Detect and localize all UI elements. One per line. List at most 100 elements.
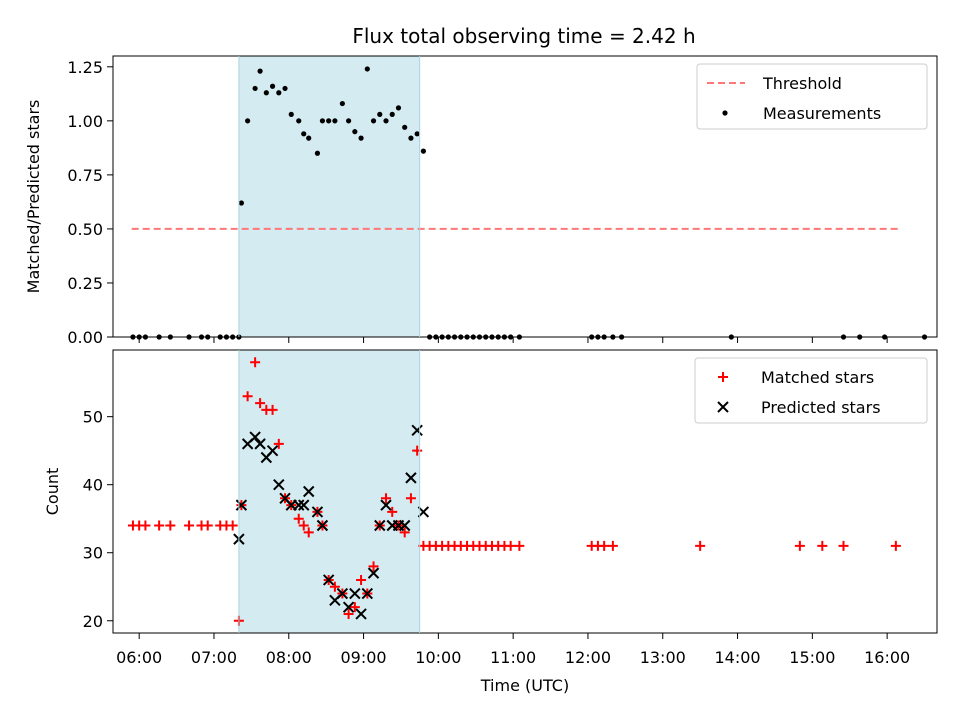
legend-x-swatch — [717, 401, 729, 413]
measurement-point — [326, 118, 332, 124]
measurement-point — [395, 105, 402, 111]
y-tick-label: 40 — [83, 476, 103, 495]
y-tick-label: 1.00 — [67, 112, 103, 131]
matched-star-point — [298, 520, 309, 531]
x-tick-label: 13:00 — [640, 648, 686, 667]
matched-star-point — [303, 527, 314, 538]
x-tick: 15:00 — [789, 633, 835, 667]
x-tick-label: 10:00 — [415, 648, 461, 667]
measurement-point — [358, 135, 364, 141]
matched-star-point — [184, 520, 195, 531]
top-panel: 0.00 0.25 0.50 0.75 1.00 1.25 Matched/Predict… — [24, 55, 938, 347]
x-tick-label: 14:00 — [714, 648, 760, 667]
predicted-star-point — [235, 499, 248, 511]
measurement-point — [370, 118, 377, 124]
measurement-point — [296, 118, 302, 124]
matched-star-point — [356, 574, 367, 585]
matched-star-point — [599, 540, 610, 551]
matched-star-point — [505, 540, 516, 551]
y-tick: 0.50 — [67, 220, 113, 239]
bottom-legend: Matched stars Predicted stars — [694, 357, 928, 424]
bottom-y-axis-label: Count — [43, 468, 62, 516]
predicted-star-point — [405, 472, 417, 484]
y-tick-label: 20 — [83, 612, 103, 631]
bottom-observing-window — [238, 350, 420, 633]
legend-frame — [694, 357, 928, 424]
measurement-point — [352, 129, 358, 135]
matched-star-point — [227, 520, 238, 531]
measurement-point — [282, 85, 288, 92]
predicted-star-point — [336, 587, 349, 600]
predicted-star-point — [380, 499, 392, 511]
measurement-point — [408, 135, 414, 141]
x-tick: 08:00 — [266, 633, 312, 667]
x-tick: 13:00 — [640, 633, 686, 667]
measurement-point — [377, 111, 383, 117]
x-tick-label: 11:00 — [490, 648, 536, 667]
matched-star-point — [381, 493, 392, 504]
measurement-point — [252, 85, 258, 92]
x-tick: 09:00 — [341, 633, 387, 667]
measurement-point — [269, 83, 276, 89]
x-tick: 10:00 — [415, 633, 461, 667]
y-tick-label: 1.25 — [67, 58, 103, 77]
bottom-y-axis: 20 30 40 50 — [83, 408, 113, 631]
x-tick-label: 08:00 — [266, 648, 312, 667]
x-tick: 06:00 — [116, 633, 162, 667]
matched-star-point — [140, 520, 151, 531]
measurement-point — [339, 100, 345, 107]
predicted-star-point — [349, 587, 361, 600]
y-tick: 30 — [83, 544, 113, 563]
predicted-star-point — [298, 499, 310, 511]
y-tick: 1.25 — [67, 58, 113, 77]
measurement-point — [314, 150, 321, 156]
y-tick: 0.75 — [67, 166, 113, 185]
predicted-star-point — [254, 438, 266, 450]
y-tick-label: 0.25 — [67, 274, 103, 293]
predicted-star-point — [249, 431, 261, 443]
measurement-point — [306, 135, 312, 141]
matched-star-point — [250, 357, 261, 368]
y-tick: 20 — [83, 612, 113, 631]
x-tick-label: 09:00 — [341, 648, 387, 667]
x-tick-label: 07:00 — [191, 648, 237, 667]
matched-star-point — [242, 391, 253, 402]
matched-star-point — [165, 520, 176, 531]
matched-star-point — [267, 404, 278, 415]
x-tick: 12:00 — [565, 633, 611, 667]
measurement-point — [402, 124, 408, 130]
matched-star-point — [695, 540, 706, 551]
y-tick: 1.00 — [67, 112, 113, 131]
bottom-x-axis: 06:00 07:00 08:00 09:00 10:00 11:00 12:00 13:00… — [116, 633, 910, 667]
measurement-point — [420, 148, 427, 154]
bottom-plot-marks — [127, 357, 901, 626]
legend-frame — [696, 63, 928, 130]
top-y-axis: 0.00 0.25 0.50 0.75 1.00 1.25 — [67, 58, 113, 347]
legend-label: Matched stars — [761, 368, 874, 387]
y-tick: 50 — [83, 408, 113, 427]
legend-plus-swatch — [718, 372, 728, 382]
predicted-star-point — [266, 444, 279, 457]
y-tick: 0.25 — [67, 274, 113, 293]
matched-star-point — [343, 608, 354, 619]
x-tick-label: 16:00 — [864, 648, 910, 667]
x-tick-label: 12:00 — [565, 648, 611, 667]
predicted-star-point — [411, 424, 423, 436]
top-y-axis-label: Matched/Predicted stars — [24, 100, 43, 294]
matched-star-point — [293, 513, 304, 524]
matched-star-point — [514, 540, 525, 551]
top-observing-window — [238, 56, 420, 337]
measurement-point — [389, 111, 395, 117]
matched-star-point — [890, 540, 901, 551]
matched-star-point — [329, 581, 340, 592]
top-legend: Threshold Measurements — [696, 63, 928, 130]
measurement-point — [238, 200, 244, 206]
y-tick: 0.00 — [67, 328, 113, 347]
bottom-axes-frame — [112, 349, 938, 634]
y-tick-label: 50 — [83, 408, 103, 427]
predicted-star-point — [273, 478, 285, 491]
matched-star-point — [405, 493, 416, 504]
measurement-point — [332, 118, 338, 124]
matched-star-point — [838, 540, 849, 551]
